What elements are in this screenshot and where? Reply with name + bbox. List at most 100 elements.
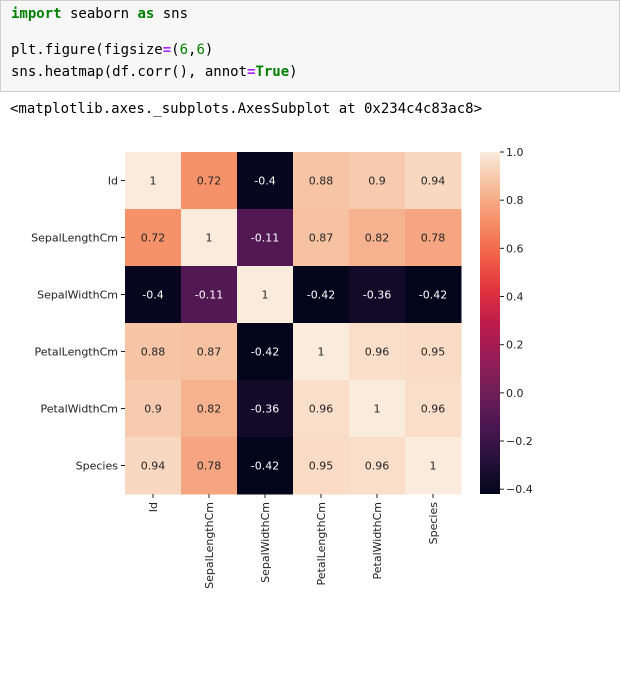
annot-label-1-3: 0.87	[309, 232, 334, 245]
heatmap-cell-1-0	[125, 209, 182, 267]
annot-label-0-3: 0.88	[309, 175, 334, 188]
annot-label-0-2: -0.4	[254, 175, 275, 188]
code-input-cell[interactable]: import seaborn as sns plt.figure(figsize…	[0, 0, 620, 92]
heatmap-cell-2-0	[125, 266, 182, 324]
heatmap-cell-3-4	[349, 323, 406, 381]
annot-label-3-4: 0.96	[365, 346, 390, 359]
heatmap-cell-3-2	[237, 323, 294, 381]
heatmap-cell-4-4	[349, 380, 406, 438]
heatmap-cell-3-1	[181, 323, 238, 381]
paren-close: )	[289, 64, 298, 80]
heatmap-cell-4-3	[293, 380, 350, 438]
assign-operator: =	[247, 64, 256, 80]
y-tick-label-5: Species	[76, 460, 119, 473]
annot-label-4-1: 0.82	[197, 403, 222, 416]
annot-label-0-1: 0.72	[197, 175, 222, 188]
annot-label-3-3: 1	[318, 346, 325, 359]
x-tick-label-4: PetalWidthCm	[371, 502, 384, 579]
y-tick-label-4: PetalWidthCm	[41, 403, 118, 416]
annot-label-3-1: 0.87	[197, 346, 222, 359]
annot-label-4-2: -0.36	[251, 403, 279, 416]
heatmap-cell-5-4	[349, 437, 406, 495]
code-line-4: sns.heatmap(df.corr(), annot=True)	[11, 63, 298, 81]
heatmap-cell-0-1	[181, 152, 238, 210]
colorbar-tick-label-4: 0.2	[506, 339, 524, 352]
annot-label-2-2: 1	[262, 289, 269, 302]
annot-label-5-4: 0.96	[365, 460, 390, 473]
x-tick-label-2: SepalWidthCm	[259, 502, 272, 583]
code-line-3: plt.figure(figsize=(6,6)	[11, 41, 213, 59]
annot-label-3-0: 0.88	[141, 346, 166, 359]
heatmap-cell-3-5	[405, 323, 462, 381]
colorbar-tick-label-3: 0.4	[506, 291, 524, 304]
paren-close: )	[204, 42, 214, 58]
colorbar-tick-label-5: 0.0	[506, 387, 524, 400]
y-tick-label-3: PetalLengthCm	[35, 346, 118, 359]
heatmap-cell-5-5	[405, 437, 462, 495]
heatmap-cell-5-0	[125, 437, 182, 495]
heatmap-cell-1-2	[237, 209, 294, 267]
x-tick-label-3: PetalLengthCm	[315, 502, 328, 585]
x-tick-label-5: Species	[427, 502, 440, 545]
x-tick-label-1: SepalLengthCm	[203, 502, 216, 589]
annot-label-2-0: -0.4	[142, 289, 163, 302]
annot-label-0-5: 0.94	[421, 175, 446, 188]
heatmap-figure: 1 0.72 -0.4 0.88 0.9 0.94 0.72 1 -0.11 0.87 0.82 0.…	[31, 146, 533, 589]
figsize-height: 6	[196, 42, 205, 58]
figsize-width: 6	[179, 42, 189, 58]
colorbar	[480, 152, 500, 494]
annot-label-0-0: 1	[150, 175, 157, 188]
y-tick-label-0: Id	[108, 175, 118, 188]
x-tick-label-0: Id	[147, 502, 160, 512]
comma: ,	[188, 42, 197, 58]
annot-label-1-0: 0.72	[141, 232, 166, 245]
heatmap-cell-1-5	[405, 209, 462, 267]
annot-label-4-0: 0.9	[144, 403, 162, 416]
annot-label-2-3: -0.42	[307, 289, 335, 302]
annot-label-1-5: 0.78	[421, 232, 446, 245]
annot-label-1-4: 0.82	[365, 232, 390, 245]
colorbar-tick-label-0: 1.0	[506, 146, 524, 159]
code-line-1: import seaborn as sns	[11, 5, 188, 23]
annot-label-1-1: 1	[206, 232, 213, 245]
heatmap-cell-5-2	[237, 437, 294, 495]
heatmap-cell-0-2	[237, 152, 294, 210]
heatmap-cell-2-2	[237, 266, 294, 324]
annot-label-4-4: 1	[374, 403, 381, 416]
figure-call: plt.figure(figsize	[11, 42, 163, 58]
heatmap-cell-2-3	[293, 266, 350, 324]
annot-label-5-0: 0.94	[141, 460, 166, 473]
annot-label-2-5: -0.42	[419, 289, 447, 302]
alias-name: sns	[154, 6, 189, 22]
colorbar-tick-label-7: −0.4	[506, 483, 533, 496]
heatmap-cell-4-1	[181, 380, 238, 438]
heatmap-cell-1-1	[181, 209, 238, 267]
annot-label-0-4: 0.9	[368, 175, 386, 188]
y-tick-label-1: SepalLengthCm	[31, 232, 118, 245]
heatmap-cell-2-4	[349, 266, 406, 324]
assign-operator: =	[162, 42, 172, 58]
heatmap-cell-0-3	[293, 152, 350, 210]
annot-label-1-2: -0.11	[251, 232, 279, 245]
annot-label-5-1: 0.78	[197, 460, 222, 473]
annot-label-2-4: -0.36	[363, 289, 391, 302]
annot-label-2-1: -0.11	[195, 289, 223, 302]
import-keyword: import	[11, 6, 62, 22]
heatmap-cell-1-3	[293, 209, 350, 267]
annot-label-5-3: 0.95	[309, 460, 334, 473]
heatmap-cell-3-0	[125, 323, 182, 381]
heatmap-cell-0-4	[349, 152, 406, 210]
as-keyword: as	[137, 6, 155, 22]
heatmap-cell-5-3	[293, 437, 350, 495]
annot-label-5-2: -0.42	[251, 460, 279, 473]
annot-label-3-5: 0.95	[421, 346, 446, 359]
heatmap-cell-4-0	[125, 380, 182, 438]
paren-open: (	[171, 42, 180, 58]
output-repr: <matplotlib.axes._subplots.AxesSubplot a…	[10, 101, 483, 117]
annot-label-3-2: -0.42	[251, 346, 279, 359]
annot-label-4-5: 0.96	[421, 403, 446, 416]
annot-label-4-3: 0.96	[309, 403, 334, 416]
heatmap-cell-0-5	[405, 152, 462, 210]
colorbar-tick-label-2: 0.6	[506, 242, 524, 255]
y-tick-label-2: SepalWidthCm	[37, 289, 118, 302]
